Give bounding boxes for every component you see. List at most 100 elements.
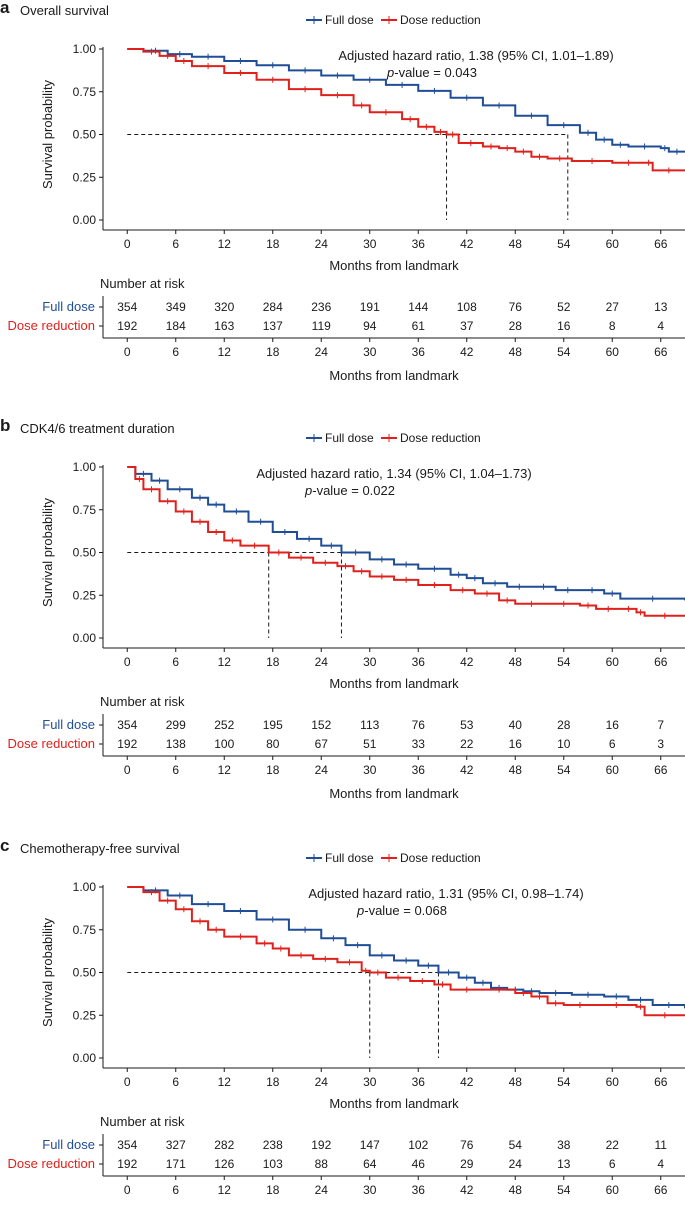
x-tick-label: 48 xyxy=(509,655,523,669)
risk-value-full: 144 xyxy=(408,300,428,314)
risk-x-tick-label: 0 xyxy=(124,763,131,777)
y-axis-label: Survival probability xyxy=(40,79,55,189)
x-tick-label: 12 xyxy=(218,237,232,251)
p-value-text: p-value = 0.022 xyxy=(304,483,395,498)
risk-row-label-reduction: Dose reduction xyxy=(8,318,95,333)
risk-value-full: 102 xyxy=(408,1138,428,1152)
x-axis-label: Months from landmark xyxy=(329,258,459,273)
x-tick-label: 48 xyxy=(509,237,523,251)
risk-value-full: 16 xyxy=(606,718,620,732)
curve-full-dose xyxy=(127,466,685,601)
risk-value-full: 191 xyxy=(360,300,380,314)
x-axis-label: Months from landmark xyxy=(329,676,459,691)
risk-x-tick-label: 54 xyxy=(557,1183,571,1197)
risk-x-tick-label: 24 xyxy=(315,345,329,359)
risk-x-tick-label: 66 xyxy=(654,345,668,359)
risk-x-tick-label: 60 xyxy=(606,345,620,359)
risk-x-tick-label: 42 xyxy=(460,345,474,359)
x-tick-label: 24 xyxy=(315,1075,329,1089)
y-tick-label: 0.25 xyxy=(73,1008,97,1022)
x-tick-label: 36 xyxy=(412,1075,426,1089)
risk-x-tick-label: 12 xyxy=(218,763,232,777)
x-tick-label: 6 xyxy=(172,1075,179,1089)
risk-value-full: 13 xyxy=(654,300,668,314)
x-tick-label: 36 xyxy=(412,655,426,669)
y-axis-label: Survival probability xyxy=(40,497,55,607)
x-tick-label: 66 xyxy=(654,1075,668,1089)
risk-value-full: 252 xyxy=(214,718,234,732)
legend-label-full: Full dose xyxy=(325,851,374,865)
risk-value-reduction: 10 xyxy=(557,737,571,751)
risk-value-reduction: 80 xyxy=(266,737,280,751)
curve-full-dose xyxy=(127,886,685,1009)
risk-value-reduction: 171 xyxy=(166,1157,186,1171)
risk-table-title: Number at risk xyxy=(100,276,185,291)
hazard-ratio-text: Adjusted hazard ratio, 1.31 (95% CI, 0.9… xyxy=(308,886,583,901)
risk-x-tick-label: 12 xyxy=(218,345,232,359)
risk-x-tick-label: 30 xyxy=(363,345,377,359)
p-value-text: p-value = 0.043 xyxy=(386,65,477,80)
risk-value-reduction: 16 xyxy=(557,319,571,333)
x-tick-label: 42 xyxy=(460,237,474,251)
risk-value-full: 108 xyxy=(457,300,477,314)
risk-x-tick-label: 24 xyxy=(315,763,329,777)
risk-x-tick-label: 24 xyxy=(315,1183,329,1197)
panel-a: a Overall survival Full dose Dose reduction… xyxy=(0,0,685,383)
y-tick-label: 1.00 xyxy=(73,42,97,56)
risk-value-full: 192 xyxy=(311,1138,331,1152)
x-tick-label: 66 xyxy=(654,655,668,669)
risk-value-reduction: 138 xyxy=(166,737,186,751)
legend-label-reduction: Dose reduction xyxy=(400,851,481,865)
x-tick-label: 18 xyxy=(266,1075,280,1089)
risk-value-full: 28 xyxy=(557,718,571,732)
risk-value-reduction: 33 xyxy=(412,737,426,751)
risk-value-reduction: 137 xyxy=(263,319,283,333)
y-tick-label: 0.00 xyxy=(73,631,97,645)
curve-dose-reduction xyxy=(127,466,685,617)
risk-value-full: 38 xyxy=(557,1138,571,1152)
panel-title: Chemotherapy-free survival xyxy=(20,841,180,856)
y-tick-label: 0.00 xyxy=(73,1051,97,1065)
risk-x-tick-label: 18 xyxy=(266,1183,280,1197)
x-tick-label: 60 xyxy=(606,1075,620,1089)
x-tick-label: 0 xyxy=(124,1075,131,1089)
risk-x-axis-label: Months from landmark xyxy=(329,368,459,383)
risk-x-tick-label: 12 xyxy=(218,1183,232,1197)
panel-title: Overall survival xyxy=(20,3,109,18)
risk-value-reduction: 3 xyxy=(657,737,664,751)
risk-row-label-reduction: Dose reduction xyxy=(8,1156,95,1171)
risk-value-full: 152 xyxy=(311,718,331,732)
risk-value-full: 299 xyxy=(166,718,186,732)
p-value-text: p-value = 0.068 xyxy=(356,903,447,918)
risk-row-label-full: Full dose xyxy=(42,717,95,732)
risk-x-tick-label: 48 xyxy=(509,1183,523,1197)
y-tick-label: 0.50 xyxy=(73,966,97,980)
risk-value-full: 238 xyxy=(263,1138,283,1152)
risk-value-reduction: 37 xyxy=(460,319,474,333)
risk-value-reduction: 192 xyxy=(117,319,137,333)
risk-x-tick-label: 6 xyxy=(172,345,179,359)
y-tick-label: 1.00 xyxy=(73,880,97,894)
x-tick-label: 54 xyxy=(557,655,571,669)
panel-c: c Chemotherapy-free survival Full dose Dose… xyxy=(0,836,685,1197)
risk-value-full: 195 xyxy=(263,718,283,732)
x-tick-label: 24 xyxy=(315,237,329,251)
x-tick-label: 0 xyxy=(124,237,131,251)
risk-value-full: 40 xyxy=(509,718,523,732)
panel-letter: a xyxy=(0,0,10,17)
risk-value-full: 354 xyxy=(117,1138,137,1152)
x-tick-label: 6 xyxy=(172,655,179,669)
x-tick-label: 18 xyxy=(266,237,280,251)
risk-value-reduction: 184 xyxy=(166,319,186,333)
risk-x-tick-label: 42 xyxy=(460,763,474,777)
x-tick-label: 6 xyxy=(172,237,179,251)
legend-label-full: Full dose xyxy=(325,13,374,27)
risk-value-full: 327 xyxy=(166,1138,186,1152)
risk-value-full: 7 xyxy=(657,718,664,732)
risk-value-reduction: 88 xyxy=(315,1157,329,1171)
risk-value-full: 236 xyxy=(311,300,331,314)
risk-value-reduction: 94 xyxy=(363,319,377,333)
risk-x-tick-label: 66 xyxy=(654,763,668,777)
risk-x-tick-label: 30 xyxy=(363,1183,377,1197)
risk-x-tick-label: 36 xyxy=(412,345,426,359)
